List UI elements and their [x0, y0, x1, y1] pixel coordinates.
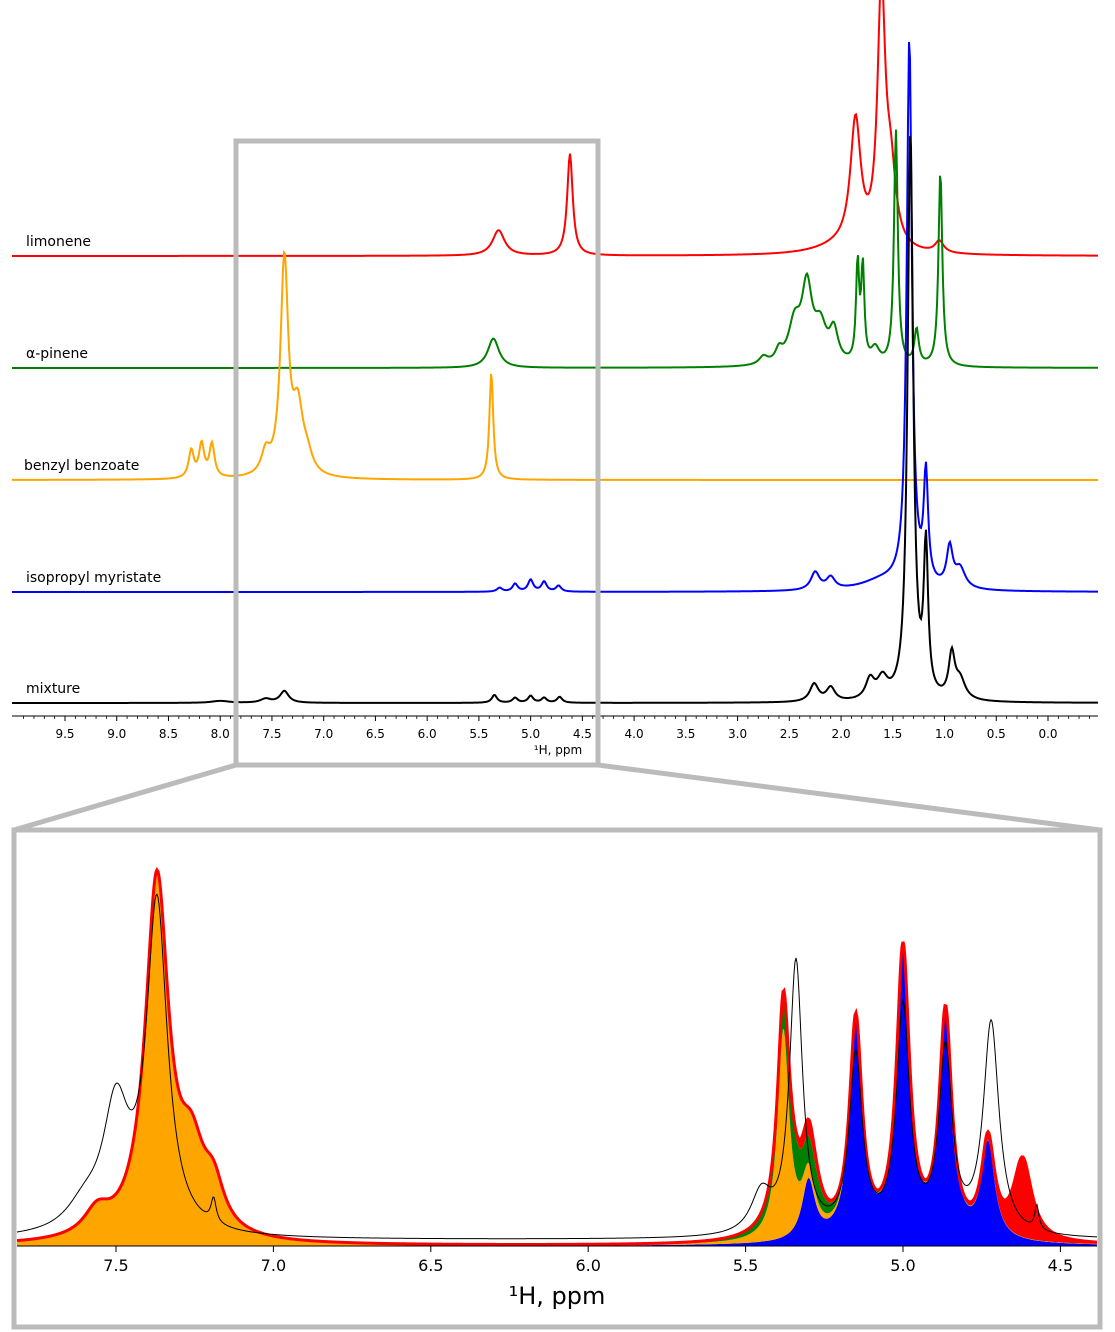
- bottom-x-tick-label: 5.0: [890, 1256, 915, 1275]
- top-x-tick-label: 5.5: [469, 727, 488, 741]
- top-x-tick-label: 4.0: [625, 727, 644, 741]
- bottom-x-tick-label: 6.0: [575, 1256, 600, 1275]
- spectrum-line-mixture: [16, 893, 1098, 1240]
- top-x-tick-label: 0.5: [987, 727, 1006, 741]
- bottom-x-tick-label: 6.5: [418, 1256, 443, 1275]
- top-x-tick-label: 1.5: [883, 727, 902, 741]
- spectrum-line-mixture: [12, 136, 1098, 704]
- zoom-region-box: [233, 138, 601, 768]
- fit-area-benzyl-benzoate: [17, 870, 1097, 1246]
- trace-label-limonene: limonene: [26, 234, 91, 250]
- bottom-x-tick-label: 4.5: [1048, 1256, 1073, 1275]
- spectrum-line-isopropyl-myristate: [12, 41, 1098, 593]
- top-x-tick-label: 6.0: [418, 727, 437, 741]
- zoomed-fit-panel: 7.5 7.0 6.5 6.0 5.5 5.0 4.5: [16, 867, 1098, 1275]
- fit-area-isopropyl-myristate: [17, 944, 1097, 1246]
- top-x-tick-label: 0.0: [1038, 727, 1057, 741]
- top-x-tick-label: 3.5: [676, 727, 695, 741]
- spectrum-line-limonene: [12, 0, 1099, 257]
- top-x-tick-label: 2.0: [832, 727, 851, 741]
- trace-label-pinene: α-pinene: [26, 346, 88, 362]
- top-x-tick-label: 2.5: [780, 727, 799, 741]
- bottom-x-tick-label: 7.5: [103, 1256, 128, 1275]
- top-x-tick-label: 7.0: [314, 727, 333, 741]
- top-x-axis-label: ¹H, ppm: [534, 743, 582, 757]
- trace-label-benzyl-benzoate: benzyl benzoate: [24, 458, 139, 474]
- top-x-tick-label: 9.5: [55, 727, 74, 741]
- top-x-tick-label: 5.0: [521, 727, 540, 741]
- top-x-tick-label: 4.5: [573, 727, 592, 741]
- trace-label-mixture: mixture: [26, 681, 80, 697]
- fit-sum-outline: [16, 867, 1098, 1246]
- spectrum-line-pinene: [12, 129, 1098, 369]
- trace-label-isopropyl-myristate: isopropyl myristate: [26, 570, 161, 586]
- top-x-tick-label: 6.5: [366, 727, 385, 741]
- top-x-tick-label: 1.0: [935, 727, 954, 741]
- bottom-x-tick-label: 7.0: [261, 1256, 286, 1275]
- zoom-connector: [13, 762, 1101, 833]
- bottom-x-axis-label: ¹H, ppm: [509, 1282, 606, 1310]
- top-x-tick-label: 9.0: [107, 727, 126, 741]
- top-x-tick-label: 3.0: [728, 727, 747, 741]
- bottom-x-tick-label: 5.5: [733, 1256, 758, 1275]
- stacked-spectra-panel: limonene α-pinene benzyl benzoate isopropyl…: [12, 0, 1099, 741]
- top-x-tick-label: 8.5: [159, 727, 178, 741]
- spectrum-line-benzyl-benzoate: [12, 249, 1098, 481]
- top-x-tick-label: 7.5: [262, 727, 281, 741]
- top-x-tick-label: 8.0: [211, 727, 230, 741]
